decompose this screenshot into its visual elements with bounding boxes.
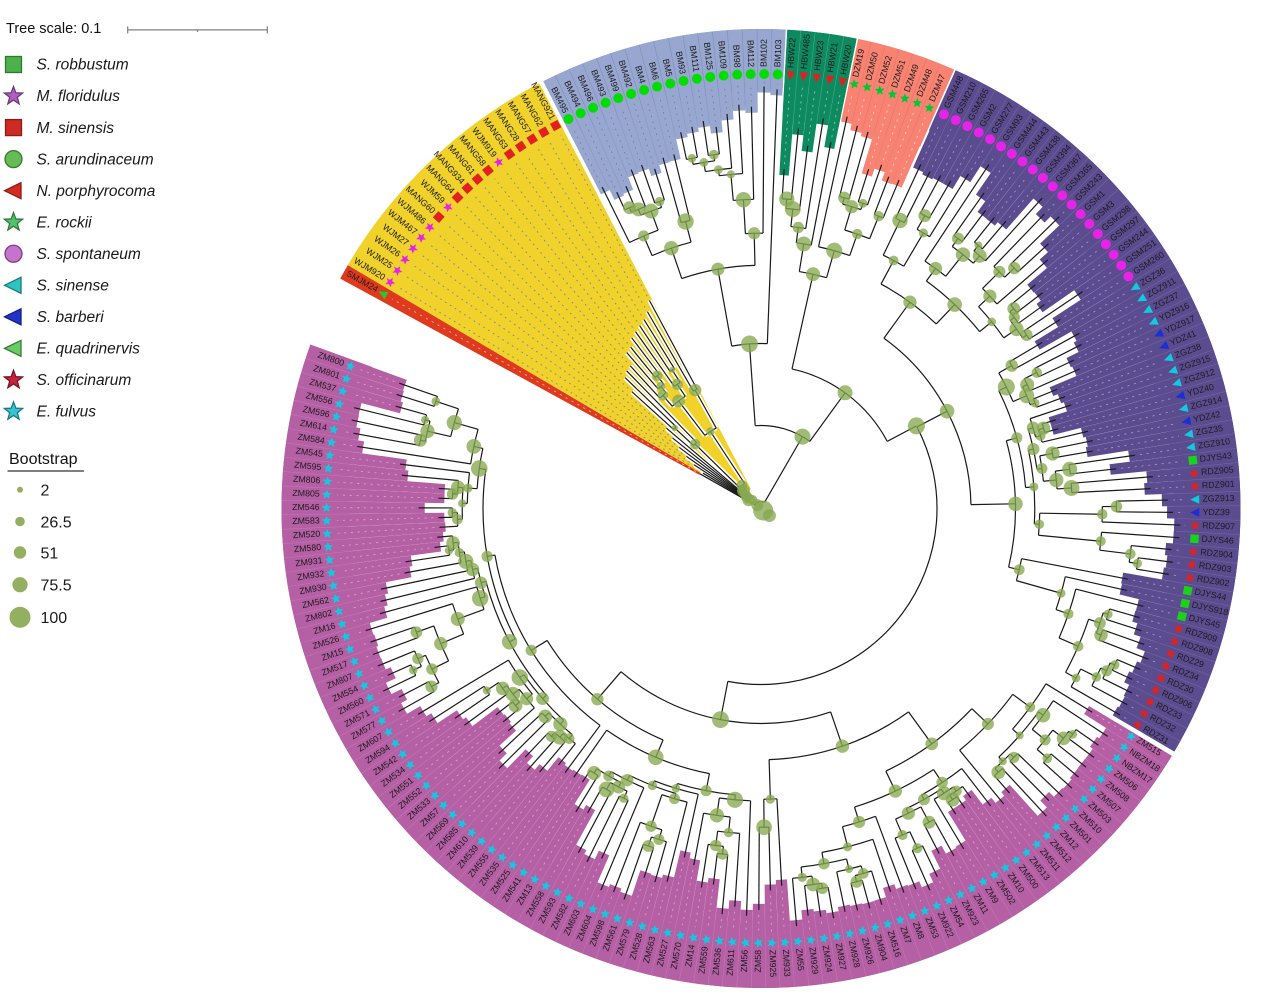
svg-text:RDZ905: RDZ905 xyxy=(1201,464,1235,477)
svg-text:RDZ907: RDZ907 xyxy=(1202,520,1235,531)
svg-text:E. quadrinervis: E. quadrinervis xyxy=(37,341,141,358)
svg-text:S. sinense: S. sinense xyxy=(37,277,110,294)
svg-text:ZM806: ZM806 xyxy=(293,474,321,486)
svg-text:ZM559: ZM559 xyxy=(696,946,709,975)
svg-text:YDZ39: YDZ39 xyxy=(1202,507,1230,517)
svg-text:M. sinensis: M. sinensis xyxy=(37,120,115,137)
svg-text:BM5: BM5 xyxy=(661,58,675,78)
svg-text:ZM520: ZM520 xyxy=(293,529,321,541)
svg-text:75.5: 75.5 xyxy=(41,578,72,595)
svg-text:RDZ901: RDZ901 xyxy=(1202,479,1235,491)
svg-text:DJYS46: DJYS46 xyxy=(1201,534,1234,546)
svg-text:BM93: BM93 xyxy=(674,50,688,75)
svg-text:BM98: BM98 xyxy=(731,44,742,68)
svg-text:ZM929: ZM929 xyxy=(807,946,820,974)
svg-text:HBW22: HBW22 xyxy=(785,37,797,68)
svg-text:BM4: BM4 xyxy=(633,64,648,84)
svg-text:ZM933: ZM933 xyxy=(781,949,792,977)
svg-text:ZM58: ZM58 xyxy=(753,950,763,973)
svg-text:ZM546: ZM546 xyxy=(292,502,320,512)
svg-text:ZM570: ZM570 xyxy=(669,941,684,970)
svg-text:BM103: BM103 xyxy=(772,39,783,67)
svg-text:ZM932: ZM932 xyxy=(296,568,325,582)
svg-text:ZM584: ZM584 xyxy=(297,432,326,446)
svg-text:ZM930: ZM930 xyxy=(299,582,328,597)
svg-text:ZM580: ZM580 xyxy=(293,542,321,554)
svg-text:S. spontaneum: S. spontaneum xyxy=(37,246,141,263)
svg-text:M. floridulus: M. floridulus xyxy=(37,88,121,105)
svg-text:RDZ903: RDZ903 xyxy=(1198,560,1232,574)
svg-text:ZM14: ZM14 xyxy=(683,944,696,968)
svg-text:51: 51 xyxy=(41,545,59,562)
svg-text:S. arundinaceum: S. arundinaceum xyxy=(37,151,154,168)
svg-text:ZM545: ZM545 xyxy=(295,446,324,459)
svg-text:2: 2 xyxy=(41,483,50,500)
svg-text:ZM55: ZM55 xyxy=(794,948,806,971)
svg-text:ZM536: ZM536 xyxy=(710,947,723,975)
svg-text:RDZ904: RDZ904 xyxy=(1200,547,1234,560)
svg-text:ZM924: ZM924 xyxy=(821,945,835,974)
svg-text:BM125: BM125 xyxy=(702,42,715,71)
svg-text:ZM931: ZM931 xyxy=(295,555,323,568)
svg-text:E. fulvus: E. fulvus xyxy=(37,404,97,421)
svg-text:ZM614: ZM614 xyxy=(299,418,328,433)
svg-text:ZM595: ZM595 xyxy=(294,460,322,472)
svg-text:26.5: 26.5 xyxy=(41,514,72,531)
svg-text:ZM925: ZM925 xyxy=(768,950,779,978)
svg-text:ZGZ35: ZGZ35 xyxy=(1195,423,1224,438)
svg-text:ZM927: ZM927 xyxy=(834,942,849,971)
svg-text:HBW21: HBW21 xyxy=(825,42,840,74)
svg-text:BM6: BM6 xyxy=(647,61,661,81)
svg-text:HBW485: HBW485 xyxy=(799,33,812,69)
svg-text:ZM611: ZM611 xyxy=(725,949,737,976)
svg-text:E. rockii: E. rockii xyxy=(37,214,93,231)
svg-text:Tree scale: 0.1: Tree scale: 0.1 xyxy=(6,21,101,37)
svg-text:ZM583: ZM583 xyxy=(292,515,320,526)
svg-text:S. robbustum: S. robbustum xyxy=(37,57,129,74)
svg-text:DJYS43: DJYS43 xyxy=(1199,450,1232,464)
svg-text:BM109: BM109 xyxy=(716,40,728,69)
svg-text:S. officinarum: S. officinarum xyxy=(37,372,132,389)
svg-text:BM102: BM102 xyxy=(759,39,769,67)
svg-text:ZM56: ZM56 xyxy=(739,949,750,972)
svg-text:BM112: BM112 xyxy=(746,40,757,68)
svg-text:BM111: BM111 xyxy=(688,45,702,73)
svg-text:S. barberi: S. barberi xyxy=(37,309,105,326)
svg-text:Bootstrap: Bootstrap xyxy=(9,451,78,468)
svg-text:100: 100 xyxy=(41,610,68,627)
svg-text:ZM805: ZM805 xyxy=(292,488,320,499)
svg-text:HBW23: HBW23 xyxy=(812,40,826,71)
svg-text:ZGZ913: ZGZ913 xyxy=(1202,493,1235,504)
svg-text:N. porphyrocoma: N. porphyrocoma xyxy=(37,183,156,200)
svg-text:ZGZ910: ZGZ910 xyxy=(1197,436,1230,450)
